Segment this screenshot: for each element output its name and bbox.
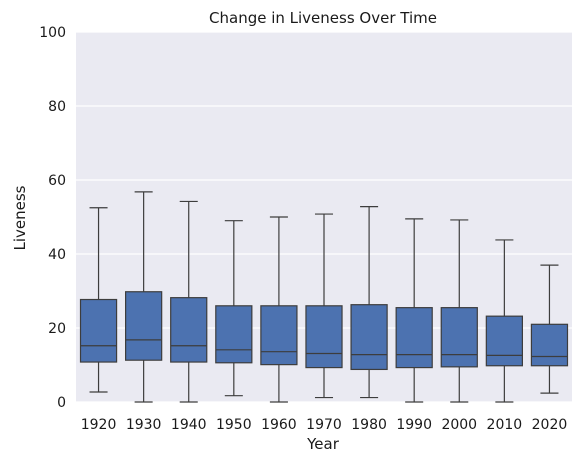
y-tick-label: 20 bbox=[48, 321, 66, 337]
x-axis-ticks: 1920 1930 1940 1950 1960 1970 1980 1990 2000 2010… bbox=[81, 417, 568, 433]
x-tick-label: 1950 bbox=[216, 417, 252, 433]
box-iqr bbox=[440, 307, 478, 368]
box-2000 bbox=[440, 219, 478, 403]
box-1970 bbox=[305, 213, 343, 399]
box-1950 bbox=[215, 220, 253, 397]
box-1930 bbox=[124, 191, 163, 403]
y-tick-label: 40 bbox=[48, 247, 66, 263]
x-tick-label: 2020 bbox=[532, 417, 568, 433]
x-axis-label: Year bbox=[306, 435, 340, 453]
x-tick-label: 1990 bbox=[396, 417, 432, 433]
y-tick-label: 0 bbox=[57, 395, 66, 411]
box-1990 bbox=[395, 218, 433, 403]
box-1940 bbox=[170, 200, 208, 403]
box-iqr bbox=[485, 315, 523, 367]
y-tick-label: 80 bbox=[48, 99, 66, 115]
box-iqr bbox=[305, 305, 343, 369]
x-tick-label: 1920 bbox=[81, 417, 117, 433]
chart-title: Change in Liveness Over Time bbox=[209, 9, 437, 27]
x-tick-label: 1930 bbox=[126, 417, 162, 433]
y-axis-ticks: 0 20 40 60 80 100 bbox=[39, 25, 66, 411]
x-tick-label: 1960 bbox=[261, 417, 297, 433]
box-iqr bbox=[170, 297, 208, 363]
box-2020 bbox=[530, 264, 569, 394]
x-tick-label: 1970 bbox=[306, 417, 342, 433]
x-tick-label: 2010 bbox=[487, 417, 523, 433]
box-iqr bbox=[79, 298, 118, 363]
x-tick-label: 1940 bbox=[171, 417, 207, 433]
box-1980 bbox=[350, 206, 388, 399]
box-series bbox=[79, 191, 569, 403]
box-iqr bbox=[395, 307, 433, 369]
box-1960 bbox=[260, 216, 298, 403]
box-iqr bbox=[350, 304, 388, 371]
y-axis-label: Liveness bbox=[11, 185, 29, 250]
box-iqr bbox=[260, 305, 298, 366]
box-iqr bbox=[215, 305, 253, 364]
box-iqr bbox=[124, 291, 163, 361]
box-iqr bbox=[530, 323, 569, 367]
y-tick-label: 60 bbox=[48, 173, 66, 189]
y-tick-label: 100 bbox=[39, 25, 66, 41]
box-2010 bbox=[485, 239, 523, 403]
x-tick-label: 2000 bbox=[441, 417, 477, 433]
x-tick-label: 1980 bbox=[351, 417, 387, 433]
box-1920 bbox=[79, 207, 118, 393]
